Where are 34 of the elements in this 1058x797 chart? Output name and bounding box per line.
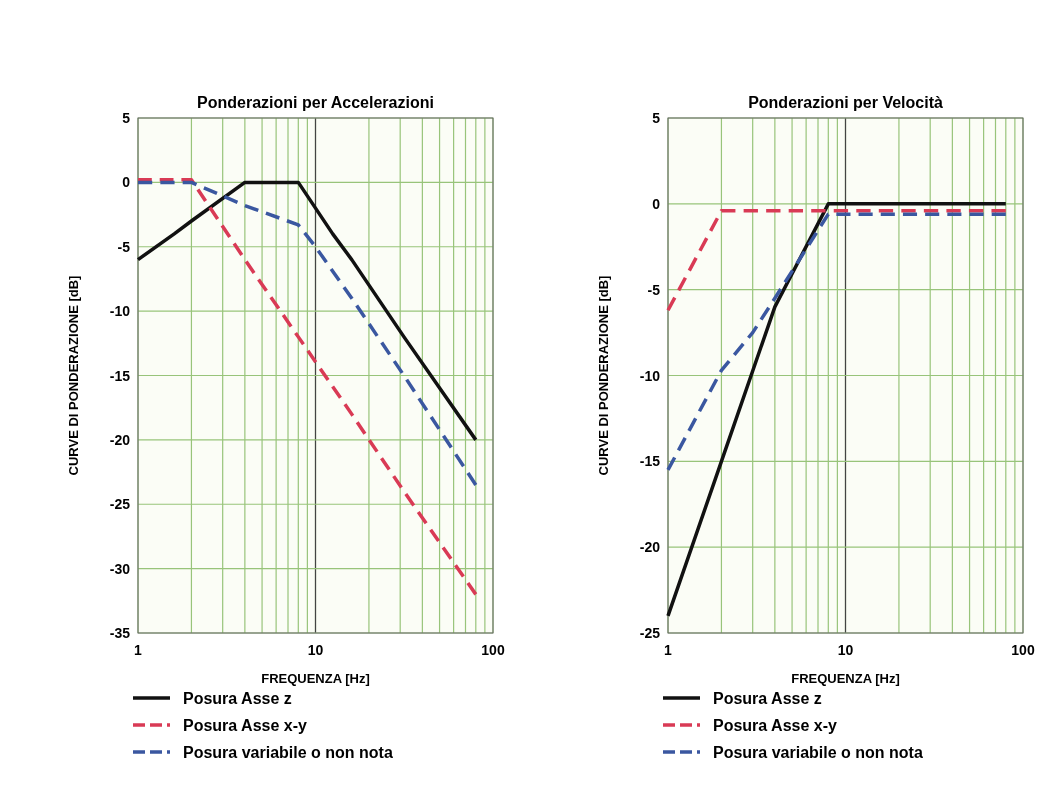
y-tick-label: -15 [109,367,131,384]
legend-label: Posura variabile o non nota [183,744,393,761]
y-tick-label: -15 [639,453,661,470]
y-tick-label: 0 [122,174,131,191]
x-tick-label: 100 [481,642,505,658]
x-axis-title: FREQUENZA [Hz] [791,671,900,686]
legend-label: Posura Asse x-y [183,717,308,734]
y-tick-label: 5 [122,110,131,126]
legend-label: Posura Asse x-y [713,717,838,734]
y-tick-label: -20 [109,431,131,448]
y-tick-label: -5 [117,238,131,255]
x-tick-label: 10 [837,642,854,658]
x-tick-label: 1 [134,642,143,658]
y-tick-label: -30 [109,560,131,577]
y-tick-label: -10 [639,367,661,384]
chart-title: Ponderazioni per Accelerazioni [197,94,434,111]
y-axis-title: CURVE DI PONDERAZIONE [dB] [66,275,81,476]
y-tick-label: -20 [639,539,661,556]
x-axis-title: FREQUENZA [Hz] [261,671,370,686]
x-tick-label: 100 [1011,642,1035,658]
y-tick-label: 5 [652,110,661,126]
y-tick-label: -5 [647,281,661,298]
y-tick-label: -25 [639,625,661,641]
y-axis-title: CURVE DI PONDERAZIONE [dB] [596,275,611,476]
legend-label: Posura Asse z [713,690,822,707]
legend-label: Posura variabile o non nota [713,744,923,761]
x-tick-label: 1 [664,642,673,658]
y-tick-label: -35 [109,625,131,641]
y-tick-label: -10 [109,303,131,320]
y-tick-label: 0 [652,195,661,212]
legend-label: Posura Asse z [183,690,292,707]
y-tick-label: -25 [109,496,131,513]
chart-title: Ponderazioni per Velocità [748,94,943,111]
x-tick-label: 10 [307,642,324,658]
